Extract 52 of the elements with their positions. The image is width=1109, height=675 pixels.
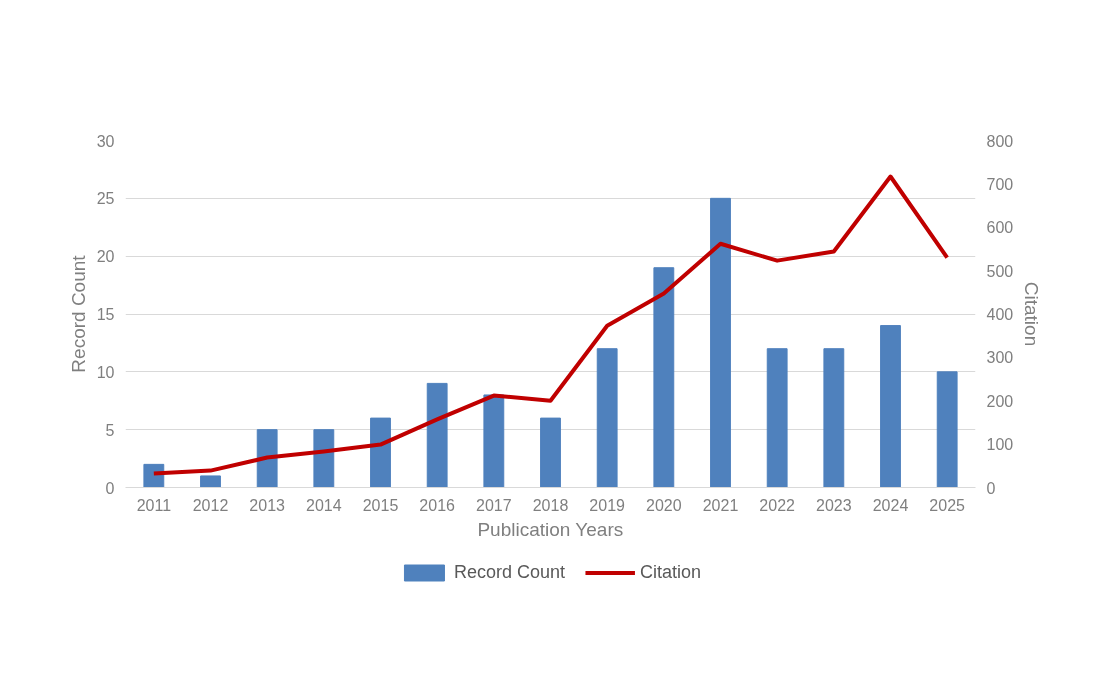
y-tick-label: 30 [96,132,115,150]
bar [880,325,901,488]
bar [426,382,448,488]
line-series [151,174,950,476]
y2-tick-label: 0 [986,479,996,497]
y2-tick-label: 100 [986,436,1014,454]
y2-axis-title: Citation [1021,281,1043,347]
bar [596,348,618,488]
x-tick-label: 2020 [646,496,682,514]
bar [823,348,845,488]
x-tick-label: 2016 [419,496,456,514]
y2-tick-label: 200 [986,392,1014,410]
bar [936,371,958,488]
y-tick-label: 10 [96,363,115,381]
bar [710,197,731,488]
x-tick-label: 2014 [306,496,342,514]
x-tick-label: 2013 [249,496,286,514]
y-tick-label: 20 [96,248,115,266]
x-axis-title: Publication Years [477,518,624,540]
y-tick-label: 5 [105,421,115,439]
bar [313,429,335,488]
y2-tick-label: 400 [986,306,1014,323]
y-axis-title: Record Count [67,254,89,373]
bar [766,348,788,488]
x-tick-label: 2017 [476,496,512,514]
legend-label: Record Count [453,561,566,583]
bar [370,417,391,488]
x-tick-label: 2012 [192,496,229,514]
x-tick-label: 2024 [872,496,909,514]
x-tick-label: 2022 [759,496,796,514]
y2-tick-label: 600 [986,219,1014,237]
x-tick-label: 2015 [362,496,399,514]
bar [200,475,221,488]
y2-tick-label: 500 [986,262,1014,280]
y2-tick-label: 800 [986,132,1014,150]
bar [143,463,165,488]
legend-label: Citation [640,561,702,583]
x-tick-label: 2025 [929,496,966,514]
bar [540,417,561,488]
x-tick-label: 2011 [136,496,172,514]
x-tick-label: 2021 [702,496,739,514]
bar [483,394,505,488]
x-tick-label: 2023 [816,496,852,514]
bar [256,429,278,488]
y-tick-label: 0 [105,479,115,497]
x-tick-label: 2019 [589,496,626,514]
x-tick-label: 2018 [532,496,569,514]
y2-tick-label: 300 [986,349,1014,367]
y-tick-label: 25 [96,190,115,208]
bar [653,267,675,488]
y2-tick-label: 700 [986,175,1014,193]
y-tick-label: 15 [96,306,115,323]
